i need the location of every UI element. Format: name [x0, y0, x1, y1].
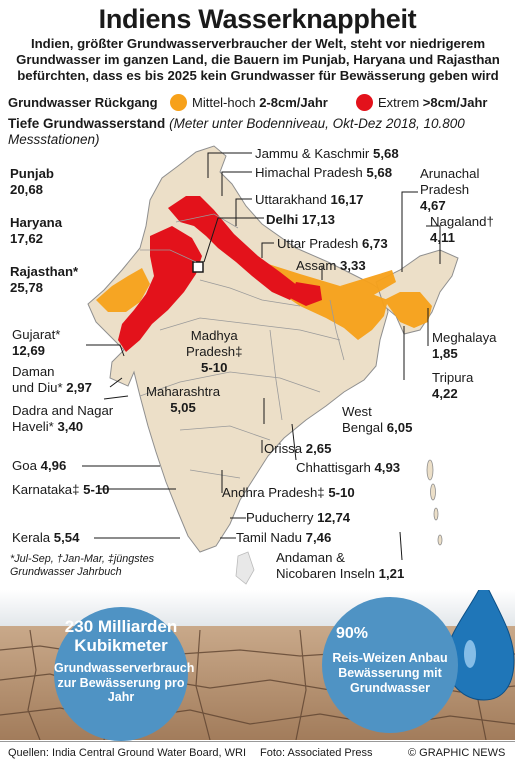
label-jammu-kashmir: Jammu & Kaschmir 5,68 — [255, 146, 399, 161]
footer-sources: Quellen: India Central Ground Water Boar… — [8, 747, 247, 759]
label-kerala: Kerala 5,54 — [12, 530, 80, 545]
legend-item-medium: Mittel-hoch 2-8cm/Jahr — [192, 95, 328, 110]
state-borders — [139, 213, 345, 479]
label-west-bengal: West Bengal 6,05 — [342, 404, 413, 435]
label-orissa: Orissa 2,65 — [264, 441, 332, 456]
label-andhra-pradesh: Andhra Pradesh‡ 5-10 — [222, 485, 355, 500]
footer-photo: Foto: Associated Press — [260, 747, 373, 759]
andaman-islands — [426, 459, 443, 546]
label-chhattisgarh: Chhattisgarh 4,93 — [296, 460, 401, 475]
label-arunachal: Arunachal Pradesh 4,67 — [420, 166, 480, 213]
orange-decline-areas — [96, 262, 432, 340]
label-puducherry: Puducherry 12,74 — [246, 510, 351, 525]
label-uttar-pradesh: Uttar Pradesh 6,73 — [277, 236, 388, 251]
label-uttarakhand: Uttarakhand 16,17 — [255, 192, 364, 207]
label-andaman: Andaman & Nicobaren Inseln 1,21 — [276, 550, 405, 581]
label-madhya-pradesh: Madhya Pradesh‡ 5-10 — [186, 328, 243, 375]
red-decline-areas — [118, 196, 322, 352]
sri-lanka — [235, 551, 255, 585]
page-title: Indiens Wasserknappheit — [98, 4, 417, 34]
label-nagaland: Nagaland† 4,11 — [430, 214, 494, 245]
label-goa: Goa 4,96 — [12, 458, 67, 473]
subtitle: Indien, größter Grundwasserverbraucher d… — [16, 36, 500, 83]
label-karnataka: Karnataka‡ 5-10 — [12, 482, 110, 497]
india-map — [82, 145, 459, 585]
footer: Quellen: India Central Ground Water Boar… — [0, 741, 515, 765]
label-delhi: Delhi 17,13 — [266, 212, 335, 227]
red-swatch-icon — [356, 94, 373, 111]
leader-lines — [82, 152, 441, 561]
label-himachal: Himachal Pradesh 5,68 — [255, 165, 393, 180]
footer-credit: © GRAPHIC NEWS — [408, 747, 506, 759]
label-dadra: Dadra and Nagar Haveli* 3,40 — [12, 403, 114, 434]
label-rajasthan: Rajasthan* 25,78 — [10, 264, 79, 295]
label-haryana: Haryana 17,62 — [10, 215, 63, 246]
legend-title: Grundwasser Rückgang — [8, 95, 158, 110]
footnote: *Jul-Sep, †Jan-Mar, ‡jüngstes Grundwasse… — [10, 553, 155, 578]
legend: Grundwasser Rückgang Mittel-hoch 2-8cm/J… — [8, 93, 508, 113]
callout-rice-wheat: 90% Reis-Weizen Anbau Bewässerung mit Gr… — [322, 597, 458, 733]
label-meghalaya: Meghalaya 1,85 — [432, 330, 497, 361]
label-punjab: Punjab 20,68 — [10, 166, 54, 197]
label-maharashtra: Maharashtra 5,05 — [146, 384, 221, 415]
label-assam: Assam 3,33 — [296, 258, 366, 273]
callout-consumption: 230 Milliarden Kubikmeter Grundwasserver… — [54, 607, 194, 741]
legend-item-extreme: Extrem >8cm/Jahr — [378, 95, 488, 110]
label-gujarat: Gujarat* 12,69 — [12, 327, 61, 358]
delhi-marker — [192, 261, 204, 273]
orange-swatch-icon — [170, 94, 187, 111]
label-daman-diu: Daman und Diu* 2,97 — [12, 364, 92, 395]
label-tripura: Tripura 4,22 — [432, 370, 474, 401]
depth-title: Tiefe Grundwasserstand (Meter unter Bode… — [8, 116, 465, 147]
label-tamil-nadu: Tamil Nadu 7,46 — [236, 530, 332, 545]
water-drop-icon — [445, 590, 515, 701]
